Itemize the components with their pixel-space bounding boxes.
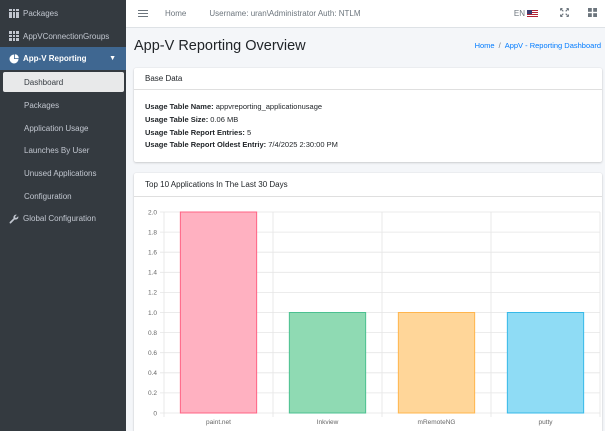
sidebar-item-label: Global Configuration	[23, 214, 96, 224]
sidebar-item-packages-sub[interactable]: Packages	[0, 94, 126, 117]
sidebar-item-label: Packages	[24, 100, 60, 110]
sidebar-item-appvconnectiongroups[interactable]: AppVConnectionGroups	[0, 25, 126, 48]
sidebar-item-label: Application Usage	[24, 123, 89, 133]
y-tick-label: 1.6	[148, 250, 157, 257]
pie-chart-icon	[8, 53, 20, 65]
sidebar-item-global-configuration[interactable]: Global Configuration	[0, 208, 126, 231]
y-tick-label: 1.2	[148, 290, 157, 297]
y-tick-label: 1.8	[148, 229, 157, 236]
grid-icon	[8, 7, 20, 19]
nav-home-link[interactable]: Home	[165, 9, 187, 18]
bar	[179, 211, 258, 414]
bar	[288, 312, 367, 414]
bar	[506, 312, 585, 414]
breadcrumb-home[interactable]: Home	[474, 41, 495, 50]
bar	[397, 312, 476, 414]
usage-table-entries: Usage Table Report Entries: 5	[145, 127, 252, 137]
base-data-card: Base Data Usage Table Name: appvreportin…	[134, 68, 602, 162]
top-navbar: Home Username: uran\Administrator Auth: …	[126, 0, 605, 28]
y-tick-label: 0.8	[148, 330, 157, 337]
usage-table-size: Usage Table Size: 0.06 MB	[145, 114, 239, 124]
page-title: App-V Reporting Overview	[134, 38, 306, 54]
y-tick-label: 0.6	[148, 350, 157, 357]
sidebar-item-dashboard[interactable]: Dashboard	[3, 72, 124, 93]
x-tick-label: putty	[538, 419, 553, 426]
sidebar: Packages AppVConnectionGroups App-V Repo…	[0, 0, 126, 431]
sidebar-item-label: Packages	[23, 8, 59, 18]
bar-chart: 0 0.2 0.4 0.6 0.8 1.0 1.2 1.4 1.6 1.8 2.0 paint.net…	[148, 209, 601, 426]
breadcrumb-separator: /	[498, 41, 501, 50]
language-selector[interactable]: EN	[514, 9, 538, 18]
sidebar-item-configuration[interactable]: Configuration	[0, 185, 126, 208]
user-info: Username: uran\Administrator Auth: NTLM	[209, 9, 361, 18]
sidebar-item-packages[interactable]: Packages	[0, 2, 126, 25]
usage-table-name: Usage Table Name: appvreporting_applicat…	[145, 102, 323, 111]
y-tick-label: 1.4	[148, 270, 157, 277]
x-tick-label: paint.net	[206, 419, 231, 426]
breadcrumb: Home / AppV - Reporting Dashboard	[475, 41, 601, 50]
top-apps-card: Top 10 Applications In The Last 30 Days …	[134, 173, 602, 431]
sidebar-item-label: AppVConnectionGroups	[23, 31, 110, 41]
us-flag-icon	[527, 10, 538, 17]
chevron-down-icon: ▼	[109, 55, 116, 63]
y-tick-label: 0	[153, 410, 157, 417]
sidebar-item-unused-applications[interactable]: Unused Applications	[0, 162, 126, 185]
y-tick-label: 1.0	[148, 310, 157, 317]
wrench-icon	[8, 213, 20, 225]
card-title: Top 10 Applications In The Last 30 Days	[134, 173, 602, 197]
sidebar-item-label: Unused Applications	[24, 168, 97, 178]
sidebar-item-launches-by-user[interactable]: Launches By User	[0, 139, 126, 162]
apps-grid-icon[interactable]	[588, 8, 597, 19]
language-label: EN	[513, 9, 525, 18]
grid-icon	[8, 30, 20, 42]
main-content: App-V Reporting Overview Home / AppV - R…	[126, 28, 605, 431]
x-tick-label: Inkview	[317, 419, 339, 426]
y-tick-label: 2.0	[148, 209, 157, 216]
y-tick-label: 0.4	[148, 370, 157, 377]
sidebar-item-label: Launches By User	[24, 146, 90, 156]
breadcrumb-current[interactable]: AppV - Reporting Dashboard	[504, 41, 601, 50]
fullscreen-icon[interactable]	[559, 7, 570, 19]
sidebar-item-appv-reporting[interactable]: App-V Reporting ▼	[0, 47, 126, 71]
y-tick-label: 0.2	[148, 390, 157, 397]
usage-table-oldest-entry: Usage Table Report Oldest Entriy: 7/4/20…	[145, 140, 338, 150]
x-tick-label: mRemoteNG	[418, 419, 456, 426]
sidebar-item-label: App-V Reporting	[23, 54, 87, 64]
hamburger-menu-icon[interactable]	[138, 9, 148, 18]
sidebar-item-label: Configuration	[24, 191, 72, 201]
sidebar-item-application-usage[interactable]: Application Usage	[0, 117, 126, 140]
card-title: Base Data	[134, 68, 602, 90]
sidebar-item-label: Dashboard	[24, 77, 64, 87]
